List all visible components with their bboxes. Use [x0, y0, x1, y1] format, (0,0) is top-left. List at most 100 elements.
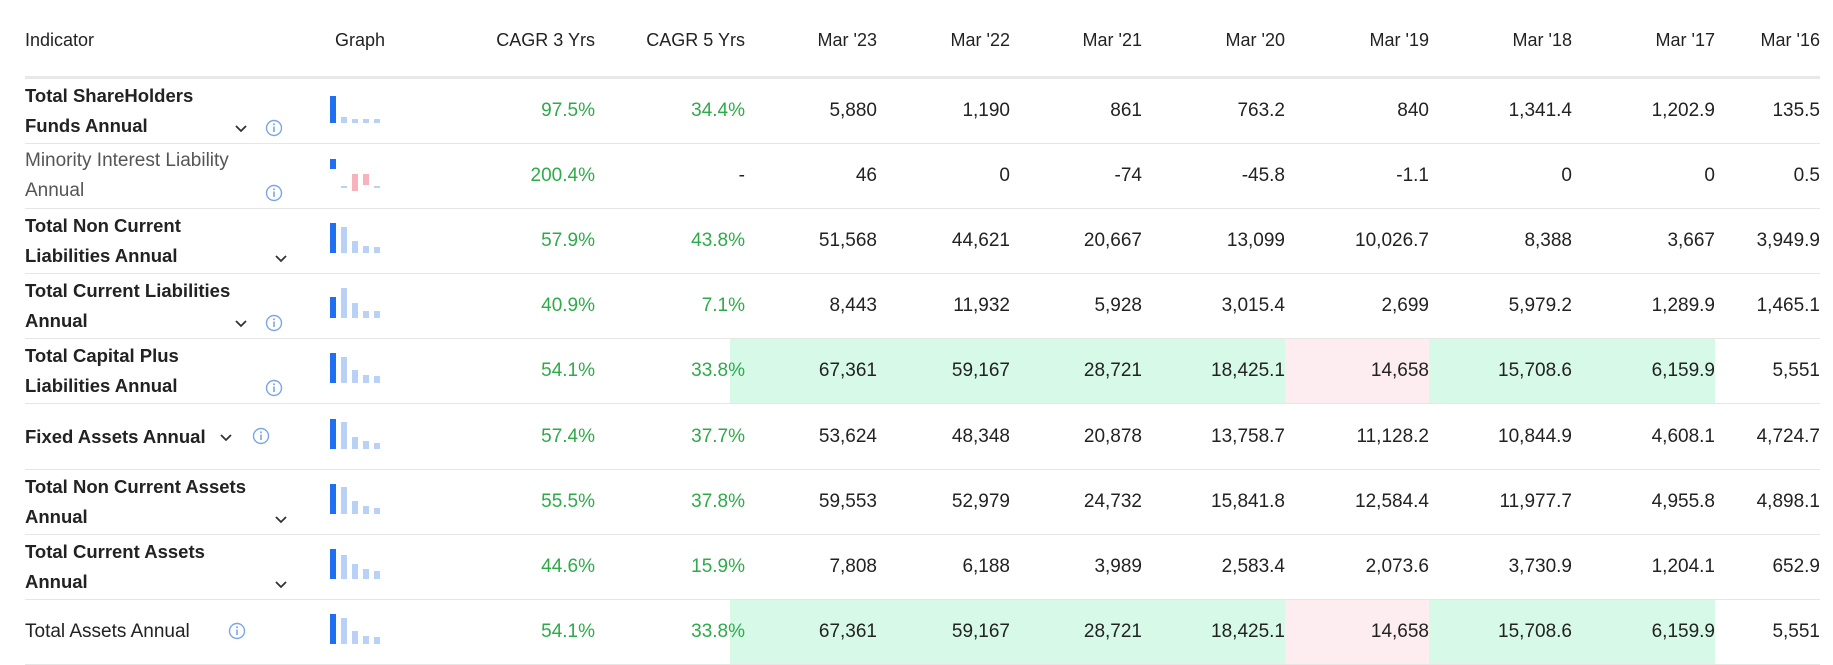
header-year[interactable]: Mar '19	[1369, 30, 1429, 50]
sparkline-bar	[363, 174, 369, 185]
chevron-down-icon[interactable]	[273, 250, 289, 266]
table-row: Total Assets Annual 54.1% 33.8% 67,361 59,16…	[25, 600, 1820, 665]
sparkline-bar	[363, 569, 369, 579]
sparkline-bar	[330, 223, 336, 253]
indicator-label[interactable]: Total Non Current Assets Annual	[25, 476, 246, 527]
chevron-down-icon[interactable]	[218, 429, 234, 445]
table-header: Indicator Graph CAGR 3 Yrs CAGR 5 Yrs Ma…	[25, 6, 1820, 79]
year-value: 12,584.4	[1355, 491, 1429, 512]
indicator-label[interactable]: Total Current Liabilities Annual	[25, 280, 231, 331]
header-graph: Graph	[334, 30, 386, 50]
sparkline-bar	[352, 174, 358, 191]
info-icon[interactable]	[252, 427, 270, 445]
header-year[interactable]: Mar '21	[1082, 30, 1142, 50]
info-icon[interactable]	[265, 184, 283, 202]
sparkline-graph[interactable]	[330, 600, 390, 664]
highlight-bg	[1010, 600, 1142, 664]
sparkline-bar	[352, 303, 358, 318]
header-cagr-3yrs[interactable]: CAGR 3 Yrs	[496, 30, 595, 50]
sparkline-bar	[374, 376, 380, 383]
header-year[interactable]: Mar '17	[1655, 30, 1715, 50]
highlight-bg	[1010, 339, 1142, 403]
sparkline-bar	[341, 617, 347, 644]
sparkline-bar	[374, 311, 380, 318]
year-value: 28,721	[1083, 360, 1142, 381]
year-value: 5,551	[1772, 360, 1820, 381]
indicator-label[interactable]: Total Non Current Liabilities Annual	[25, 215, 181, 266]
chevron-down-icon[interactable]	[273, 511, 289, 527]
year-value: 11,128.2	[1356, 426, 1429, 447]
header-year[interactable]: Mar '23	[817, 30, 877, 50]
sparkline-bar	[341, 422, 347, 449]
sparkline-graph[interactable]	[330, 209, 390, 273]
sparkline-graph[interactable]	[330, 339, 390, 403]
indicator-cell: Total Current Liabilities Annual	[25, 274, 325, 338]
indicator-cell: Minority Interest Liability Annual	[25, 144, 325, 208]
sparkline-bar	[363, 310, 369, 318]
year-value: 3,015.4	[1221, 295, 1285, 316]
indicator-label[interactable]: Total Assets Annual	[25, 621, 190, 642]
year-value: 3,730.9	[1508, 556, 1572, 577]
header-year[interactable]: Mar '20	[1225, 30, 1285, 50]
header-indicator[interactable]: Indicator	[25, 30, 95, 50]
cagr-5yrs-value: 15.9%	[691, 556, 745, 577]
year-value: 11,977.7	[1499, 491, 1572, 512]
sparkline-bar	[341, 117, 347, 123]
sparkline-bar	[374, 570, 380, 579]
year-value: 53,624	[818, 426, 877, 447]
sparkline-graph[interactable]	[330, 144, 390, 208]
indicator-label[interactable]: Total ShareHolders Funds Annual	[25, 85, 194, 136]
chevron-down-icon[interactable]	[233, 315, 249, 331]
sparkline-graph[interactable]	[330, 470, 390, 534]
cagr-5yrs-value: 37.8%	[691, 491, 745, 512]
cagr-5yrs-value: 43.8%	[691, 230, 745, 251]
year-value: 2,583.4	[1221, 556, 1285, 577]
sparkline-bar	[330, 159, 336, 169]
year-value: 5,551	[1772, 621, 1820, 642]
year-value: 1,190	[962, 100, 1010, 121]
sparkline-bar	[374, 442, 380, 449]
info-icon[interactable]	[265, 379, 283, 397]
header-year[interactable]: Mar '22	[950, 30, 1010, 50]
info-icon[interactable]	[265, 119, 283, 137]
chevron-down-icon[interactable]	[273, 576, 289, 592]
sparkline-graph[interactable]	[330, 405, 390, 469]
indicator-cell: Total Current Assets Annual	[25, 535, 325, 599]
year-value: 15,708.6	[1498, 621, 1572, 642]
year-value: 14,658	[1370, 360, 1429, 381]
year-value: 840	[1397, 100, 1429, 121]
sparkline-bar	[341, 487, 347, 514]
year-value: 5,928	[1094, 295, 1142, 316]
chevron-down-icon[interactable]	[233, 120, 249, 136]
sparkline-bar	[352, 118, 358, 123]
info-icon[interactable]	[265, 314, 283, 332]
sparkline-bar	[330, 484, 336, 514]
year-value: 13,099	[1226, 230, 1285, 251]
highlight-bg	[1142, 600, 1285, 664]
header-cagr-5yrs[interactable]: CAGR 5 Yrs	[646, 30, 745, 50]
indicator-label[interactable]: Fixed Assets Annual	[25, 426, 206, 447]
indicator-label[interactable]: Total Current Assets Annual	[25, 541, 205, 592]
sparkline-bar	[374, 247, 380, 253]
year-value: 3,667	[1667, 230, 1715, 251]
header-year[interactable]: Mar '18	[1512, 30, 1572, 50]
year-value: 59,167	[951, 360, 1010, 381]
header-year[interactable]: Mar '16	[1760, 30, 1820, 50]
year-value: 59,167	[951, 621, 1010, 642]
sparkline-bar	[352, 631, 358, 644]
sparkline-graph[interactable]	[330, 535, 390, 599]
highlight-bg	[1142, 339, 1285, 403]
indicator-label[interactable]: Minority Interest Liability Annual	[25, 150, 229, 201]
info-icon[interactable]	[228, 622, 246, 640]
sparkline-graph[interactable]	[330, 79, 390, 143]
highlight-bg	[730, 600, 877, 664]
sparkline-bar	[363, 118, 369, 123]
year-value: 763.2	[1237, 100, 1285, 121]
indicator-label[interactable]: Total Capital Plus Liabilities Annual	[25, 345, 179, 396]
table-row: Fixed Assets Annual 57.4% 37.7% 53,624 48,34…	[25, 405, 1820, 470]
year-value: 135.5	[1772, 100, 1820, 121]
year-value: -74	[1114, 165, 1142, 186]
year-value: 44,621	[951, 230, 1010, 251]
sparkline-graph[interactable]	[330, 274, 390, 338]
